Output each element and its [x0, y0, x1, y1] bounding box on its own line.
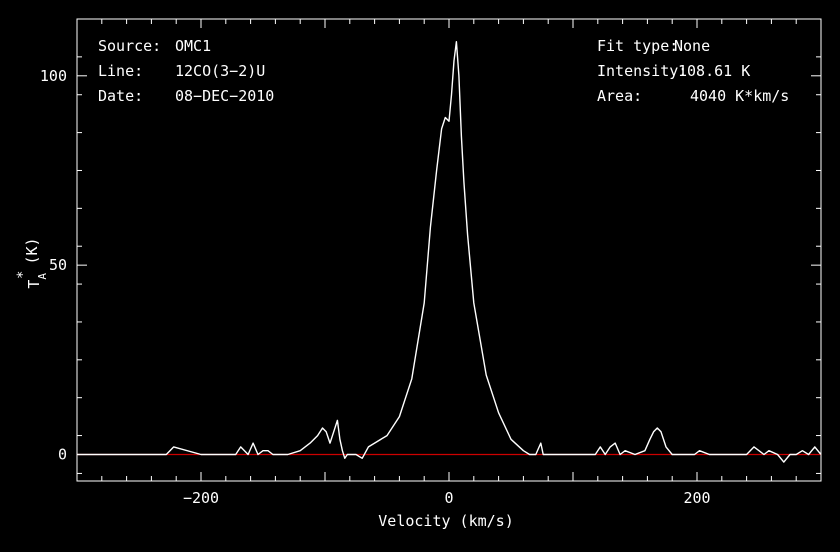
info-intensity-value: 108.61 K [678, 62, 750, 80]
y-tick-label: 0 [58, 445, 67, 463]
y-tick-label: 50 [49, 256, 67, 274]
info-area-key: Area: [597, 87, 642, 105]
info-source-value: OMC1 [175, 37, 211, 55]
y-tick-label: 100 [40, 67, 67, 85]
x-tick-label: 200 [683, 489, 710, 507]
info-source-key: Source: [98, 37, 161, 55]
info-line-value: 12CO(3−2)U [175, 62, 265, 80]
info-intensity-key: Intensity: [597, 62, 687, 80]
info-fit-type-value: None [674, 37, 710, 55]
info-date-key: Date: [98, 87, 143, 105]
spectrum-line [77, 41, 822, 463]
info-fit-type-key: Fit type: [597, 37, 678, 55]
info-date-value: 08−DEC−2010 [175, 87, 274, 105]
x-tick-label: 0 [444, 489, 453, 507]
y-axis-title: TA * (K) [15, 237, 49, 288]
y-axis-title-unit: (K) [23, 237, 41, 264]
info-area-value: 4040 K*km/s [690, 87, 789, 105]
y-axis-title-sup: * [15, 271, 31, 279]
info-panel: Source: OMC1 Line: 12CO(3−2)U Date: 08−D… [98, 37, 789, 105]
x-tick-label: −200 [183, 489, 219, 507]
svg-text:TA*(K): TA * (K) [15, 237, 49, 288]
y-axis-title-sub: A [36, 273, 49, 280]
info-line-key: Line: [98, 62, 143, 80]
x-axis-title: Velocity (km/s) [378, 512, 513, 530]
y-axis-title-main: T [25, 280, 43, 289]
